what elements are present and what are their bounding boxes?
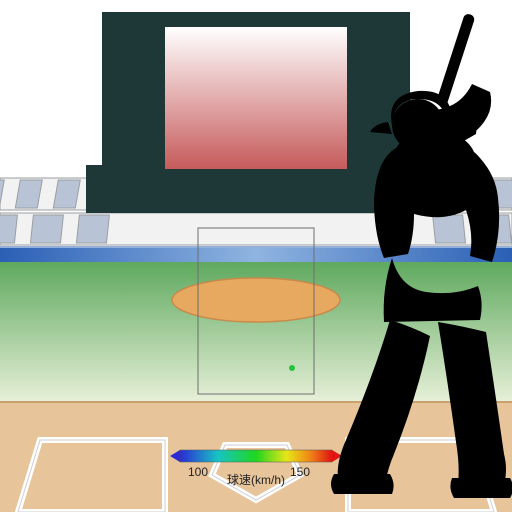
outfield-wall: [0, 248, 512, 262]
scene-svg: 100 150 球速(km/h): [0, 0, 512, 512]
svg-text:150: 150: [290, 465, 310, 479]
svg-text:100: 100: [188, 465, 208, 479]
pitch-location-marker: [289, 365, 295, 371]
pitchers-mound: [172, 278, 340, 322]
svg-text:球速(km/h): 球速(km/h): [227, 473, 285, 487]
scene-root: 100 150 球速(km/h): [0, 0, 512, 512]
scoreboard: [86, 12, 426, 213]
